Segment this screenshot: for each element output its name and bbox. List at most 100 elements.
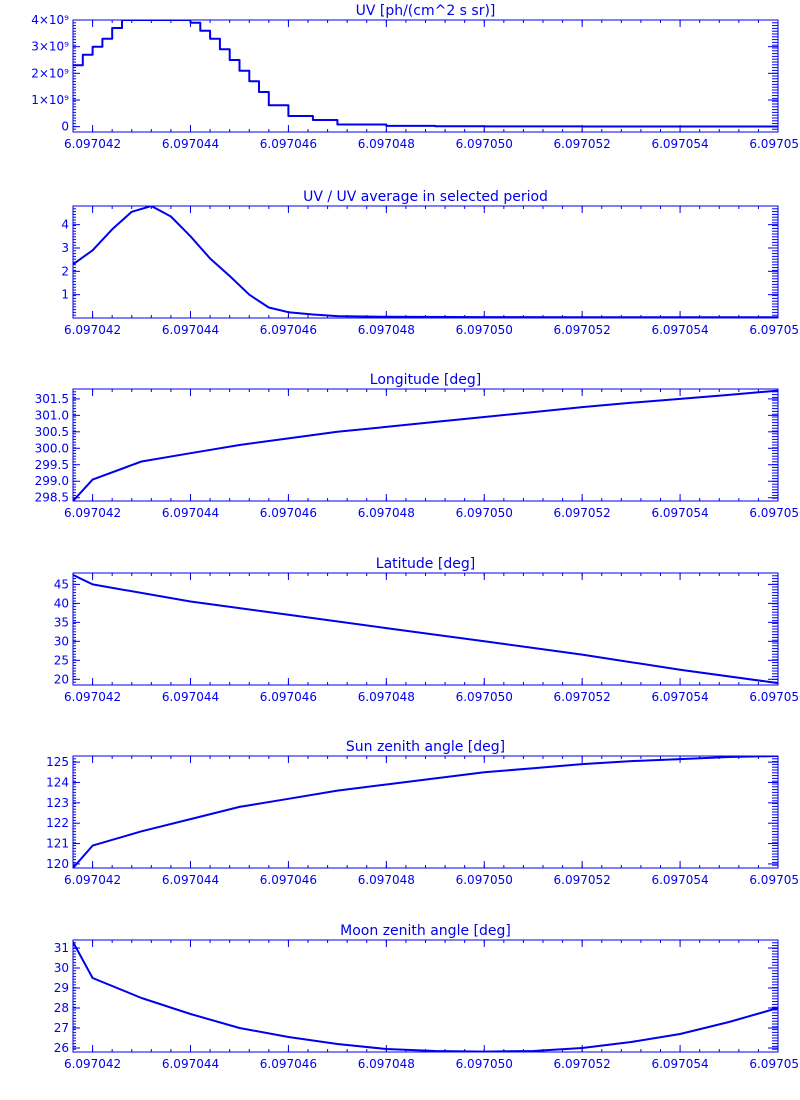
x-tick-label: 6.097050 [456, 1057, 513, 1071]
x-tick-label: 6.097052 [554, 506, 611, 520]
chart-title: UV / UV average in selected period [303, 189, 548, 205]
series-line [73, 206, 778, 318]
plot-frame [72, 205, 779, 319]
y-tick-label: 4 [61, 218, 69, 232]
x-tick-label: 6.097050 [456, 323, 513, 337]
x-tick-label: 6.097054 [651, 137, 708, 151]
x-tick-label: 6.097046 [260, 137, 317, 151]
x-tick-label: 6.097052 [554, 690, 611, 704]
x-tick-label: 6.097044 [162, 873, 219, 887]
x-tick-label: 6.097048 [358, 873, 415, 887]
chart-panel-2: UV / UV average in selected period 6.0970… [61, 189, 800, 337]
chart-panel-6: Moon zenith angle [deg] 6.097042 6.097044 6… [54, 923, 800, 1071]
x-tick-label: 6.097046 [260, 873, 317, 887]
x-tick-label: 6.097056 [749, 873, 800, 887]
y-tick-label: 125 [46, 755, 69, 769]
x-tick-label: 6.097048 [358, 1057, 415, 1071]
x-tick-label: 6.097044 [162, 137, 219, 151]
chart-panel-1: UV [ph/(cm^2 s sr)] 6.097042 6.097044 6.097… [31, 3, 800, 151]
x-tick-label: 6.097044 [162, 690, 219, 704]
y-tick-label: 299.5 [35, 458, 69, 472]
series-line [73, 574, 778, 685]
x-tick-label: 6.097046 [260, 690, 317, 704]
x-tick-label: 6.097054 [651, 690, 708, 704]
chart-title: Latitude [deg] [376, 556, 475, 572]
chart-panel-3: Longitude [deg] 6.097042 6.097044 6.097046 6… [35, 372, 800, 520]
x-tick-label: 6.097046 [260, 1057, 317, 1071]
y-tick-label: 3×10⁹ [31, 40, 69, 54]
x-tick-label: 6.097056 [749, 1057, 800, 1071]
y-tick-label: 28 [54, 1001, 69, 1015]
y-tick-label: 40 [54, 596, 69, 610]
chart-panel-4: Latitude [deg] 6.097042 6.097044 6.097046 6.… [54, 556, 800, 704]
x-tick-label: 6.097056 [749, 506, 800, 520]
y-tick-label: 3 [61, 241, 69, 255]
series-line [73, 20, 778, 128]
y-tick-label: 20 [54, 672, 69, 686]
y-tick-label: 4×10⁹ [31, 13, 69, 27]
y-tick-label: 300.5 [35, 425, 69, 439]
x-tick-label: 6.097042 [64, 873, 121, 887]
y-tick-label: 2×10⁹ [31, 66, 69, 80]
y-tick-label: 298.5 [35, 491, 69, 505]
y-tick-label: 124 [46, 775, 69, 789]
y-tick-label: 31 [54, 941, 69, 955]
y-tick-label: 45 [54, 577, 69, 591]
x-tick-label: 6.097052 [554, 323, 611, 337]
x-tick-label: 6.097042 [64, 323, 121, 337]
x-tick-label: 6.097048 [358, 137, 415, 151]
x-tick-label: 6.097054 [651, 1057, 708, 1071]
x-tick-label: 6.097048 [358, 323, 415, 337]
x-tick-label: 6.097050 [456, 137, 513, 151]
x-tick-label: 6.097052 [554, 1057, 611, 1071]
x-tick-label: 6.097052 [554, 873, 611, 887]
x-tick-label: 6.097050 [456, 873, 513, 887]
plot-frame [72, 755, 779, 869]
x-tick-label: 6.097052 [554, 137, 611, 151]
y-tick-label: 299.0 [35, 474, 69, 488]
x-tick-label: 6.097046 [260, 323, 317, 337]
y-tick-label: 120 [46, 857, 69, 871]
y-tick-label: 29 [54, 981, 69, 995]
y-tick-label: 121 [46, 837, 69, 851]
series-line [73, 756, 778, 868]
x-tick-label: 6.097042 [64, 690, 121, 704]
plot-frame [72, 19, 779, 133]
chart-title: UV [ph/(cm^2 s sr)] [356, 3, 496, 19]
y-tick-label: 0 [61, 120, 69, 134]
x-tick-label: 6.097044 [162, 1057, 219, 1071]
x-tick-label: 6.097054 [651, 873, 708, 887]
y-tick-label: 25 [54, 653, 69, 667]
y-tick-label: 30 [54, 961, 69, 975]
y-tick-label: 30 [54, 634, 69, 648]
chart-title: Moon zenith angle [deg] [340, 923, 511, 939]
x-tick-label: 6.097044 [162, 506, 219, 520]
x-tick-label: 6.097050 [456, 690, 513, 704]
y-tick-label: 1 [61, 288, 69, 302]
y-tick-label: 301.0 [35, 408, 69, 422]
series-line [73, 389, 778, 501]
x-tick-label: 6.097056 [749, 323, 800, 337]
x-tick-label: 6.097048 [358, 506, 415, 520]
x-tick-label: 6.097048 [358, 690, 415, 704]
chart-panel-5: Sun zenith angle [deg] 6.097042 6.097044 6.… [46, 739, 800, 887]
x-tick-label: 6.097042 [64, 1057, 121, 1071]
series-line [73, 941, 778, 1052]
y-tick-label: 35 [54, 615, 69, 629]
x-tick-label: 6.097042 [64, 137, 121, 151]
x-tick-label: 6.097044 [162, 323, 219, 337]
x-tick-label: 6.097056 [749, 690, 800, 704]
y-tick-label: 27 [54, 1021, 69, 1035]
y-tick-label: 123 [46, 796, 69, 810]
x-tick-label: 6.097054 [651, 506, 708, 520]
plot-frame [72, 388, 779, 502]
x-tick-label: 6.097042 [64, 506, 121, 520]
chart-title: Longitude [deg] [370, 372, 481, 388]
x-tick-label: 6.097050 [456, 506, 513, 520]
y-tick-label: 1×10⁹ [31, 93, 69, 107]
y-tick-label: 301.5 [35, 392, 69, 406]
y-tick-label: 122 [46, 816, 69, 830]
x-tick-label: 6.097054 [651, 323, 708, 337]
x-tick-label: 6.097056 [749, 137, 800, 151]
y-tick-label: 26 [54, 1041, 69, 1055]
